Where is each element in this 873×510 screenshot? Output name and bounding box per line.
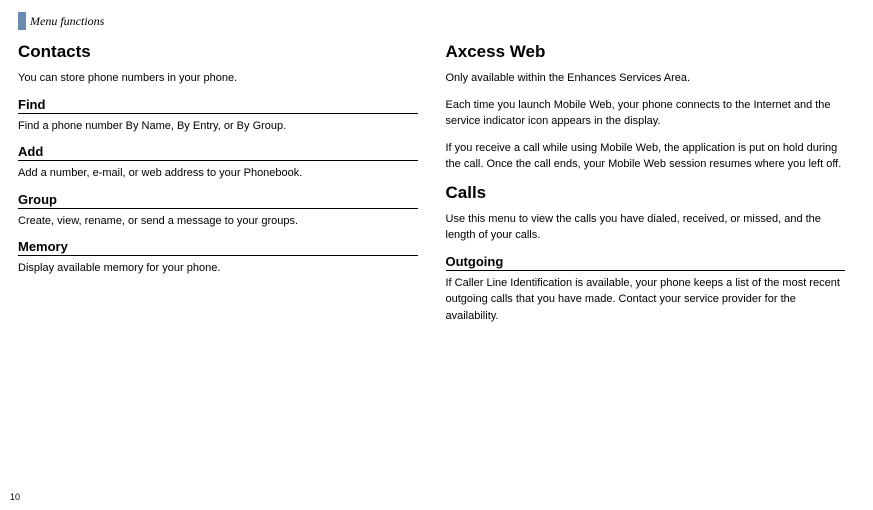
header-title: Menu functions [30,14,104,29]
outgoing-heading: Outgoing [446,254,846,271]
page-number: 10 [10,492,20,502]
group-text: Create, view, rename, or send a message … [18,213,418,230]
outgoing-text: If Caller Line Identification is availab… [446,275,846,325]
axcess-p1: Only available within the Enhances Servi… [446,70,846,87]
group-heading: Group [18,192,418,209]
axcess-title: Axcess Web [446,42,846,62]
page-header: Menu functions [18,12,845,30]
find-heading: Find [18,97,418,114]
header-accent-bar [18,12,26,30]
left-column: Contacts You can store phone numbers in … [18,42,418,334]
contacts-title: Contacts [18,42,418,62]
memory-heading: Memory [18,239,418,256]
calls-title: Calls [446,183,846,203]
calls-intro: Use this menu to view the calls you have… [446,211,846,244]
axcess-p3: If you receive a call while using Mobile… [446,140,846,173]
right-column: Axcess Web Only available within the Enh… [446,42,846,334]
axcess-p2: Each time you launch Mobile Web, your ph… [446,97,846,130]
add-heading: Add [18,144,418,161]
memory-text: Display available memory for your phone. [18,260,418,277]
find-text: Find a phone number By Name, By Entry, o… [18,118,418,135]
contacts-intro: You can store phone numbers in your phon… [18,70,418,87]
add-text: Add a number, e-mail, or web address to … [18,165,418,182]
content-columns: Contacts You can store phone numbers in … [18,42,845,334]
